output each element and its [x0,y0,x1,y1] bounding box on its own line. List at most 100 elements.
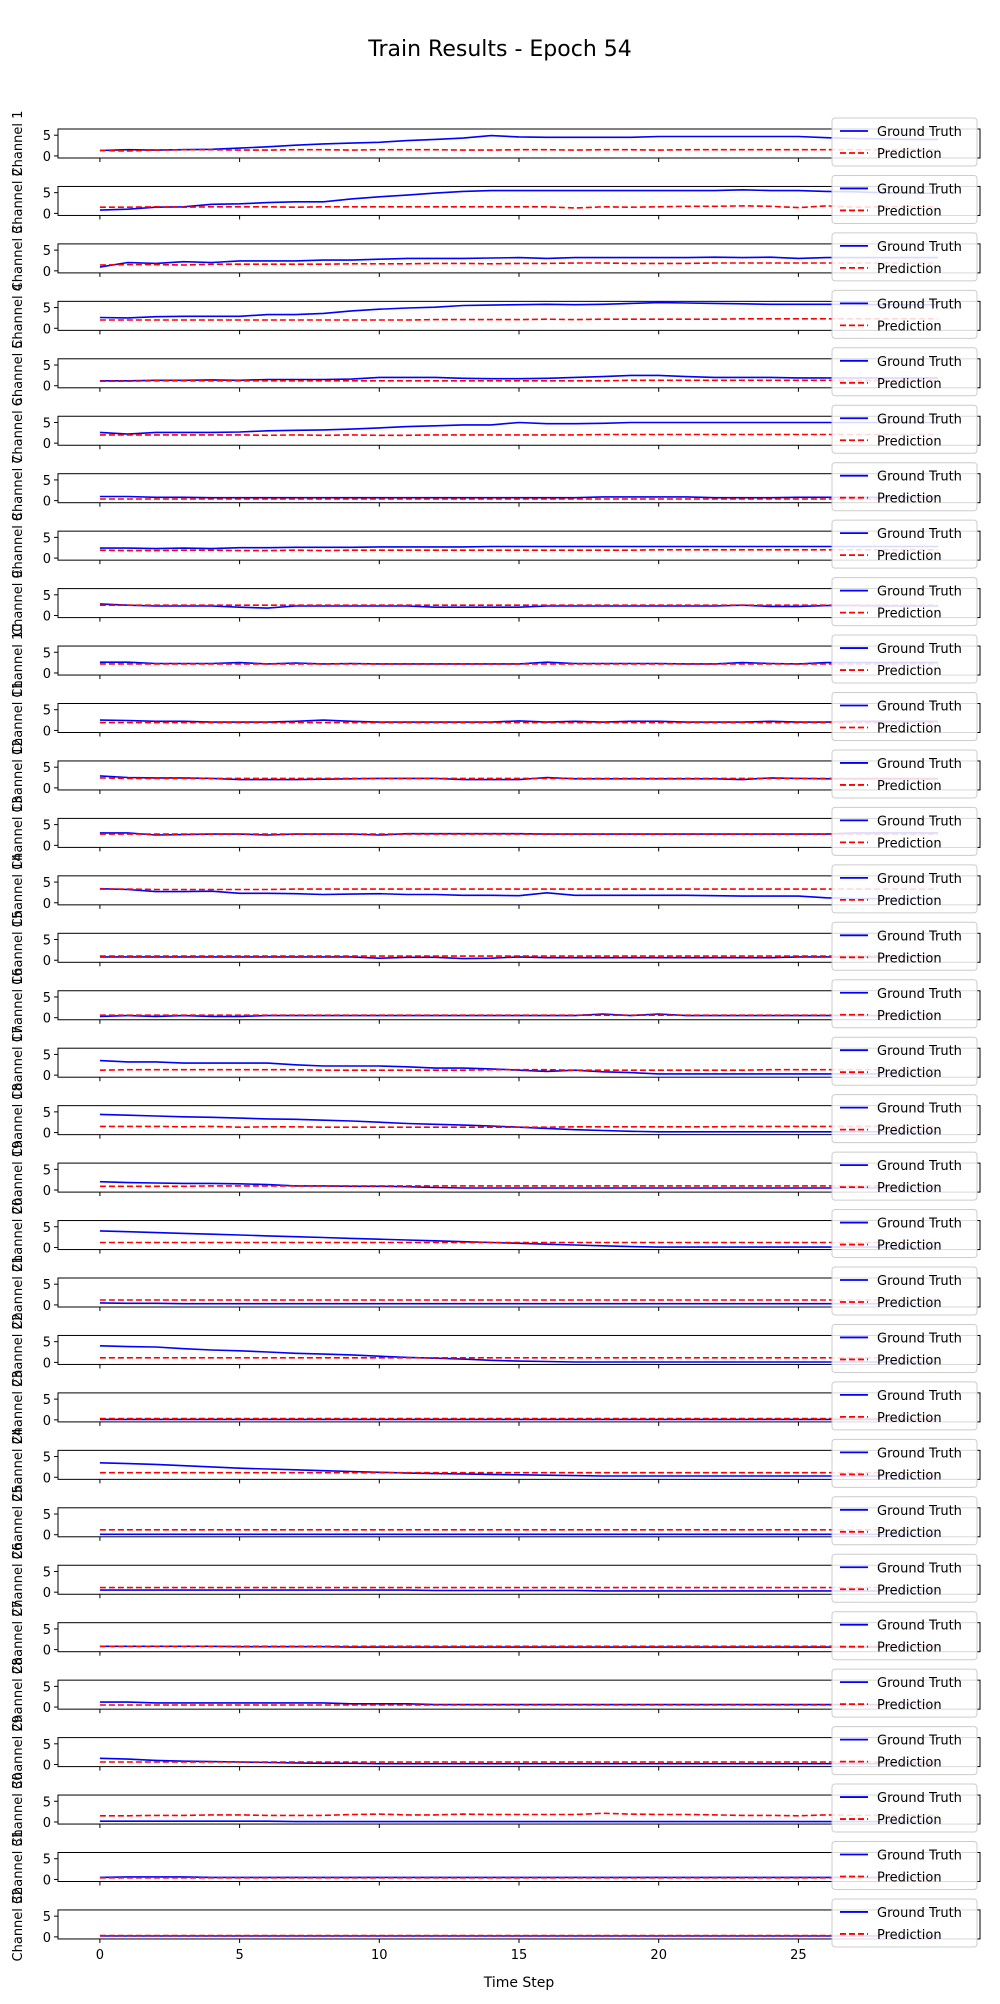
y-tick-label: 0 [43,1069,51,1084]
legend-label-prediction: Prediction [877,262,942,277]
y-tick-label: 5 [43,531,51,546]
legend-label-ground-truth: Ground Truth [877,412,962,427]
legend-label-prediction: Prediction [877,377,942,392]
legend-label-ground-truth: Ground Truth [877,1102,962,1117]
x-tick-label: 5 [235,1948,243,1963]
y-tick-label: 0 [43,724,51,739]
legend-label-ground-truth: Ground Truth [877,297,962,312]
legend-label-prediction: Prediction [877,1296,942,1311]
legend: Ground Truth Prediction [832,1267,977,1315]
y-tick-label: 0 [43,207,51,222]
y-tick-label: 5 [43,1795,51,1810]
y-tick-label: 5 [43,761,51,776]
legend-label-ground-truth: Ground Truth [877,872,962,887]
legend-label-prediction: Prediction [877,1871,942,1886]
y-tick-label: 0 [43,1356,51,1371]
legend-label-ground-truth: Ground Truth [877,700,962,715]
series-ground-truth [100,257,938,267]
legend-label-ground-truth: Ground Truth [877,1906,962,1921]
series-ground-truth [100,303,938,318]
y-tick-label: 0 [43,1299,51,1314]
y-tick-label: 5 [43,1336,51,1351]
legend-label-ground-truth: Ground Truth [877,1159,962,1174]
legend-label-ground-truth: Ground Truth [877,1389,962,1404]
legend-label-prediction: Prediction [877,1066,942,1081]
y-tick-label: 0 [43,897,51,912]
y-axis-label: Channel 4 [11,283,26,349]
legend-label-prediction: Prediction [877,1813,942,1828]
series-ground-truth [100,1231,938,1247]
series-ground-truth [100,1114,938,1131]
y-tick-label: 5 [43,244,51,259]
series-prediction [100,1070,938,1071]
legend-label-prediction: Prediction [877,549,942,564]
y-tick-label: 5 [43,1451,51,1466]
series-ground-truth [100,1303,938,1304]
series-ground-truth [100,957,938,959]
legend-label-prediction: Prediction [877,1468,942,1483]
y-tick-label: 0 [43,1012,51,1027]
legend-label-prediction: Prediction [877,1641,942,1656]
y-tick-label: 5 [43,359,51,374]
legend-label-ground-truth: Ground Truth [877,987,962,1002]
legend-label-ground-truth: Ground Truth [877,1504,962,1519]
y-tick-label: 0 [43,610,51,625]
x-tick-label: 0 [96,1948,104,1963]
legend-label-ground-truth: Ground Truth [877,1676,962,1691]
legend-label-ground-truth: Ground Truth [877,1331,962,1346]
legend-label-ground-truth: Ground Truth [877,182,962,197]
y-tick-label: 0 [43,1471,51,1486]
legend-label-ground-truth: Ground Truth [877,125,962,140]
legend-label-ground-truth: Ground Truth [877,814,962,829]
legend-label-prediction: Prediction [877,951,942,966]
y-tick-label: 0 [43,1701,51,1716]
y-tick-label: 0 [43,1931,51,1946]
legend: Ground Truth Prediction [832,175,977,223]
legend-label-ground-truth: Ground Truth [877,1734,962,1749]
legend-label-ground-truth: Ground Truth [877,240,962,255]
y-tick-label: 0 [43,150,51,165]
y-tick-label: 5 [43,1680,51,1695]
series-ground-truth [100,497,938,498]
legend-label-ground-truth: Ground Truth [877,642,962,657]
legend-label-prediction: Prediction [877,1583,942,1598]
y-tick-label: 5 [43,187,51,202]
legend-label-ground-truth: Ground Truth [877,1274,962,1289]
y-axis-label: Channel 8 [11,513,26,579]
y-tick-label: 5 [43,1221,51,1236]
legend-label-prediction: Prediction [877,204,942,219]
y-tick-label: 0 [43,1759,51,1774]
legend-label-prediction: Prediction [877,1698,942,1713]
x-tick-label: 10 [371,1948,388,1963]
series-ground-truth [100,1346,938,1362]
y-tick-label: 5 [43,991,51,1006]
legend: Ground Truth Prediction [832,233,977,281]
y-tick-label: 5 [43,1048,51,1063]
